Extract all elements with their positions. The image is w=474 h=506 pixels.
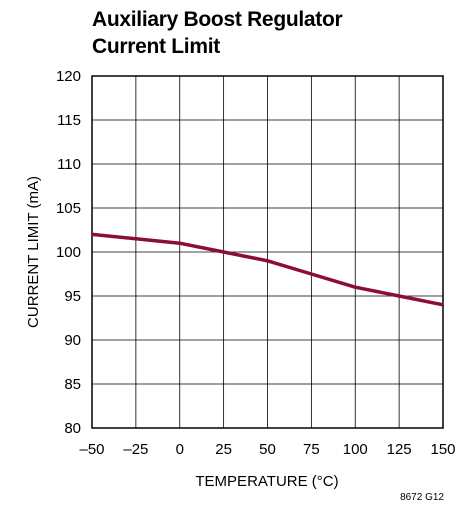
y-tick-label: 105	[56, 200, 81, 217]
y-tick-label: 95	[64, 288, 81, 305]
y-tick-label: 110	[57, 156, 81, 173]
x-tick-label: –25	[123, 441, 148, 458]
chart-title-line-1: Auxiliary Boost Regulator	[92, 8, 343, 31]
x-tick-label: 100	[343, 441, 368, 458]
y-tick-label: 80	[64, 420, 81, 437]
x-tick-label: 0	[176, 441, 184, 458]
figure-id: 8672 G12	[400, 492, 444, 503]
x-tick-label: –50	[79, 441, 104, 458]
x-tick-labels: –50 –25 0 25 50 75 100 125 150	[79, 441, 455, 458]
y-axis-label: CURRENT LIMIT (mA)	[25, 176, 42, 328]
series-line-0	[91, 232, 444, 307]
plot-frame	[91, 75, 444, 429]
x-axis-label: TEMPERATURE (°C)	[195, 473, 338, 490]
x-tick-label: 50	[259, 441, 276, 458]
y-tick-label: 85	[64, 376, 81, 393]
y-tick-label: 120	[56, 68, 81, 85]
y-tick-label: 90	[64, 332, 81, 349]
chart-title: Auxiliary Boost Regulator Current Limit	[92, 6, 343, 60]
y-tick-labels: 80 85 90 95 100 105 110 115 120	[56, 68, 81, 437]
y-tick-label: 115	[57, 112, 81, 129]
grid	[91, 75, 444, 429]
x-tick-label: 125	[387, 441, 412, 458]
y-tick-label: 100	[56, 244, 81, 261]
chart-title-line-2: Current Limit	[92, 35, 220, 58]
x-tick-label: 150	[430, 441, 455, 458]
x-tick-label: 25	[215, 441, 232, 458]
x-tick-label: 75	[303, 441, 320, 458]
series-layer	[91, 232, 444, 307]
